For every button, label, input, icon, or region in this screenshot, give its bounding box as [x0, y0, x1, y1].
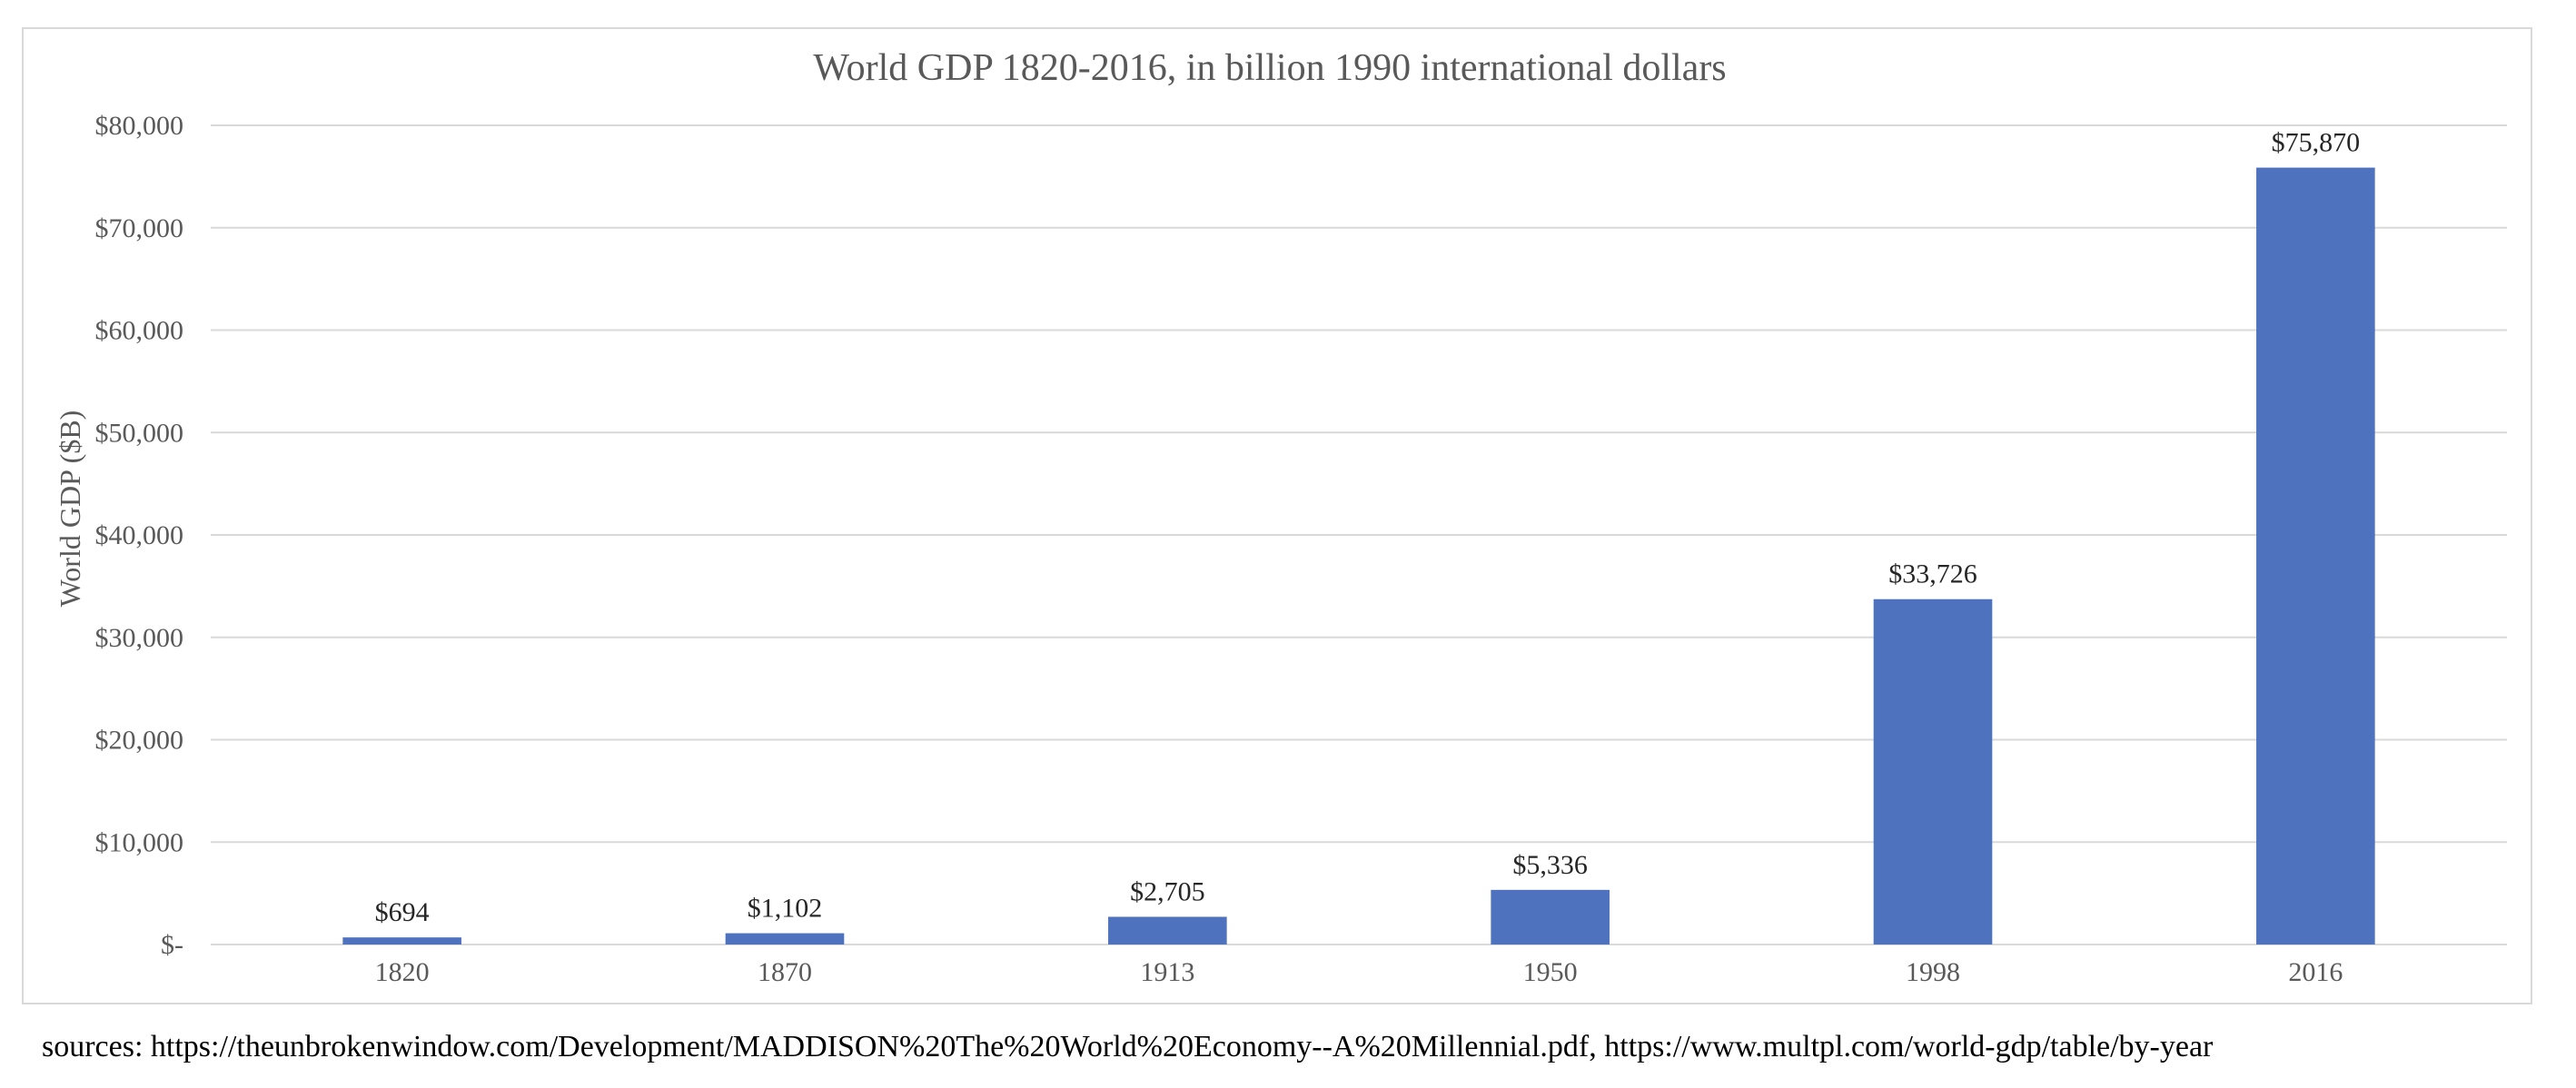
x-tick-label-2016: 2016	[2288, 957, 2343, 987]
bar-1870	[725, 933, 845, 945]
gridlines	[211, 124, 2507, 945]
data-label-1820: $694	[375, 897, 430, 927]
x-tick-label-1913: 1913	[1140, 957, 1194, 987]
bar-2016	[2256, 167, 2375, 945]
y-tick-label-1: $10,000	[95, 827, 184, 857]
x-tick-label-1820: 1820	[375, 957, 430, 987]
data-label-1913: $2,705	[1130, 877, 1205, 907]
data-label-1998: $33,726	[1888, 559, 1977, 589]
y-axis-title: World GDP ($B)	[54, 410, 86, 608]
x-tick-label-1870: 1870	[758, 957, 812, 987]
y-tick-label-6: $60,000	[95, 316, 184, 346]
data-label-1870: $1,102	[748, 894, 823, 924]
x-tick-label-1998: 1998	[1906, 957, 1960, 987]
y-tick-label-8: $80,000	[95, 111, 184, 141]
x-tick-label-1950: 1950	[1523, 957, 1578, 987]
bar-1950	[1491, 889, 1610, 945]
bar-1820	[342, 937, 461, 945]
y-tick-label-0: $-	[161, 930, 183, 960]
bar-data-labels: $694 $1,102 $2,705 $5,336 $33,726 $75,870	[375, 128, 2360, 928]
data-label-1950: $5,336	[1512, 850, 1588, 880]
source-note: sources: https://theunbrokenwindow.com/D…	[42, 1030, 2214, 1063]
x-axis-tick-labels: 1820 1870 1913 1950 1998 2016	[375, 957, 2343, 987]
y-tick-label-7: $70,000	[95, 213, 184, 243]
y-tick-label-2: $20,000	[95, 726, 184, 756]
bar-1998	[1873, 598, 1993, 945]
chart-title: World GDP 1820-2016, in billion 1990 int…	[813, 47, 1726, 89]
y-tick-label-3: $30,000	[95, 623, 184, 653]
data-label-2016: $75,870	[2272, 128, 2361, 158]
bar-1913	[1108, 916, 1227, 945]
y-tick-label-5: $50,000	[95, 418, 184, 448]
y-axis-tick-labels: $- $10,000 $20,000 $30,000 $40,000 $50,000 $60…	[95, 111, 184, 960]
y-tick-label-4: $40,000	[95, 520, 184, 550]
bars	[342, 167, 2375, 945]
